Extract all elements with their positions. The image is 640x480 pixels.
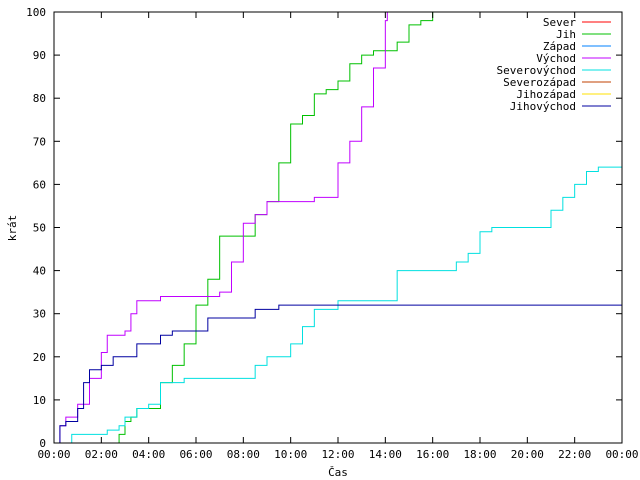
x-tick-label: 00:00 [37,448,70,461]
legend-label: Východ [536,52,576,65]
y-tick-label: 100 [26,6,46,19]
series-line-jih [113,12,434,443]
y-tick-label: 60 [33,178,46,191]
x-tick-label: 04:00 [132,448,165,461]
x-tick-label: 14:00 [369,448,402,461]
y-tick-label: 10 [33,394,46,407]
y-axis-title: krát [6,215,19,242]
x-axis-title: Čas [328,466,348,479]
x-tick-label: 06:00 [179,448,212,461]
y-tick-label: 90 [33,49,46,62]
legend-label: Sever [543,16,576,29]
x-tick-label: 00:00 [605,448,638,461]
x-tick-label: 18:00 [463,448,496,461]
legend-label: Severovýchod [497,64,576,77]
x-tick-label: 12:00 [321,448,354,461]
x-tick-label: 22:00 [558,448,591,461]
y-tick-label: 70 [33,135,46,148]
x-tick-label: 08:00 [227,448,260,461]
x-tick-label: 10:00 [274,448,307,461]
y-tick-label: 20 [33,351,46,364]
y-tick-label: 40 [33,265,46,278]
x-axis: 00:00 02:00 04:00 06:00 08:00 10:00 12:00 14:00… [37,12,639,461]
legend-label: Jihovýchod [510,100,576,113]
legend-label: Západ [543,40,576,53]
legend: SeverJihZápadVýchodSeverovýchodSeverozáp… [497,16,611,113]
y-tick-label: 0 [39,437,46,450]
x-tick-label: 20:00 [511,448,544,461]
legend-label: Jih [556,28,576,41]
x-tick-label: 02:00 [85,448,118,461]
plot-lines [54,12,622,443]
x-tick-label: 16:00 [416,448,449,461]
y-tick-label: 50 [33,222,46,235]
series-line-severovýchod [54,154,622,443]
legend-label: Jihozápad [516,88,576,101]
y-tick-label: 80 [33,92,46,105]
legend-label: Severozápad [503,76,576,89]
series-line-jihovýchod [54,304,622,443]
y-axis: 0 10 20 30 40 50 60 70 80 90 100 [26,6,622,450]
y-tick-label: 30 [33,308,46,321]
